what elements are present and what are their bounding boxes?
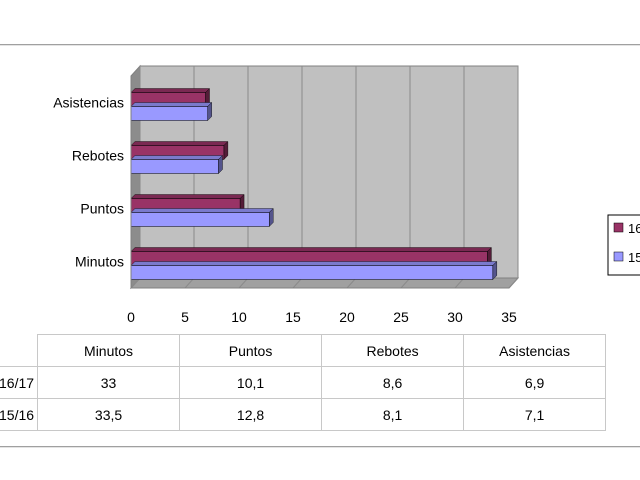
x-tick-label: 35 [501, 309, 517, 325]
table-header-row: Minutos Puntos Rebotes Asistencias [0, 334, 607, 367]
table-cell: 8,1 [321, 398, 465, 431]
legend-swatch [613, 222, 624, 233]
category-label: Minutos [75, 254, 124, 270]
x-tick-label: 10 [231, 309, 247, 325]
table-header-minutos: Minutos [37, 334, 181, 367]
x-tick-label: 30 [447, 309, 463, 325]
table-cell: 8,6 [321, 366, 465, 399]
x-tick-label: 20 [339, 309, 355, 325]
bar-top [130, 88, 211, 93]
table-cell: 12,8 [179, 398, 323, 431]
table-cell: 7,1 [463, 398, 607, 431]
table-row-label: 16/17 [0, 366, 39, 399]
bar-top [130, 141, 229, 146]
bar-top [130, 194, 245, 199]
bar-top [130, 261, 498, 266]
category-label: Puntos [80, 201, 124, 217]
bar [130, 106, 208, 121]
table-row-label: 15/16 [0, 398, 39, 431]
category-label: Asistencias [53, 95, 124, 111]
table-header-puntos: Puntos [179, 334, 323, 367]
bar [130, 212, 270, 227]
category-label: Rebotes [72, 148, 124, 164]
floor-gridline [508, 277, 519, 289]
table-corner-cell [0, 334, 39, 367]
table-cell: 10,1 [179, 366, 323, 399]
x-tick-label: 15 [285, 309, 301, 325]
x-tick-label: 0 [127, 309, 135, 325]
legend-swatch [613, 251, 624, 262]
legend-label: 16 [628, 221, 640, 236]
table-header-asistencias: Asistencias [463, 334, 607, 367]
bar-top [130, 155, 223, 160]
table-row: 15/16 33,5 12,8 8,1 7,1 [0, 398, 607, 431]
x-tick-label: 5 [181, 309, 189, 325]
table-cell: 6,9 [463, 366, 607, 399]
bar [130, 265, 494, 280]
bar-top [130, 102, 213, 107]
frame-bottom-rule [0, 446, 640, 448]
x-tick-label: 25 [393, 309, 409, 325]
bar [130, 159, 219, 174]
table-cell: 33,5 [37, 398, 181, 431]
table-row: 16/17 33 10,1 8,6 6,9 [0, 366, 607, 399]
legend-label: 15 [628, 250, 640, 265]
legend-box [607, 214, 640, 276]
data-table: Minutos Puntos Rebotes Asistencias 16/17… [0, 334, 607, 431]
frame-top-rule [0, 44, 640, 46]
table-header-rebotes: Rebotes [321, 334, 465, 367]
table-cell: 33 [37, 366, 181, 399]
bar-top [130, 208, 274, 213]
bar-top [130, 247, 492, 252]
